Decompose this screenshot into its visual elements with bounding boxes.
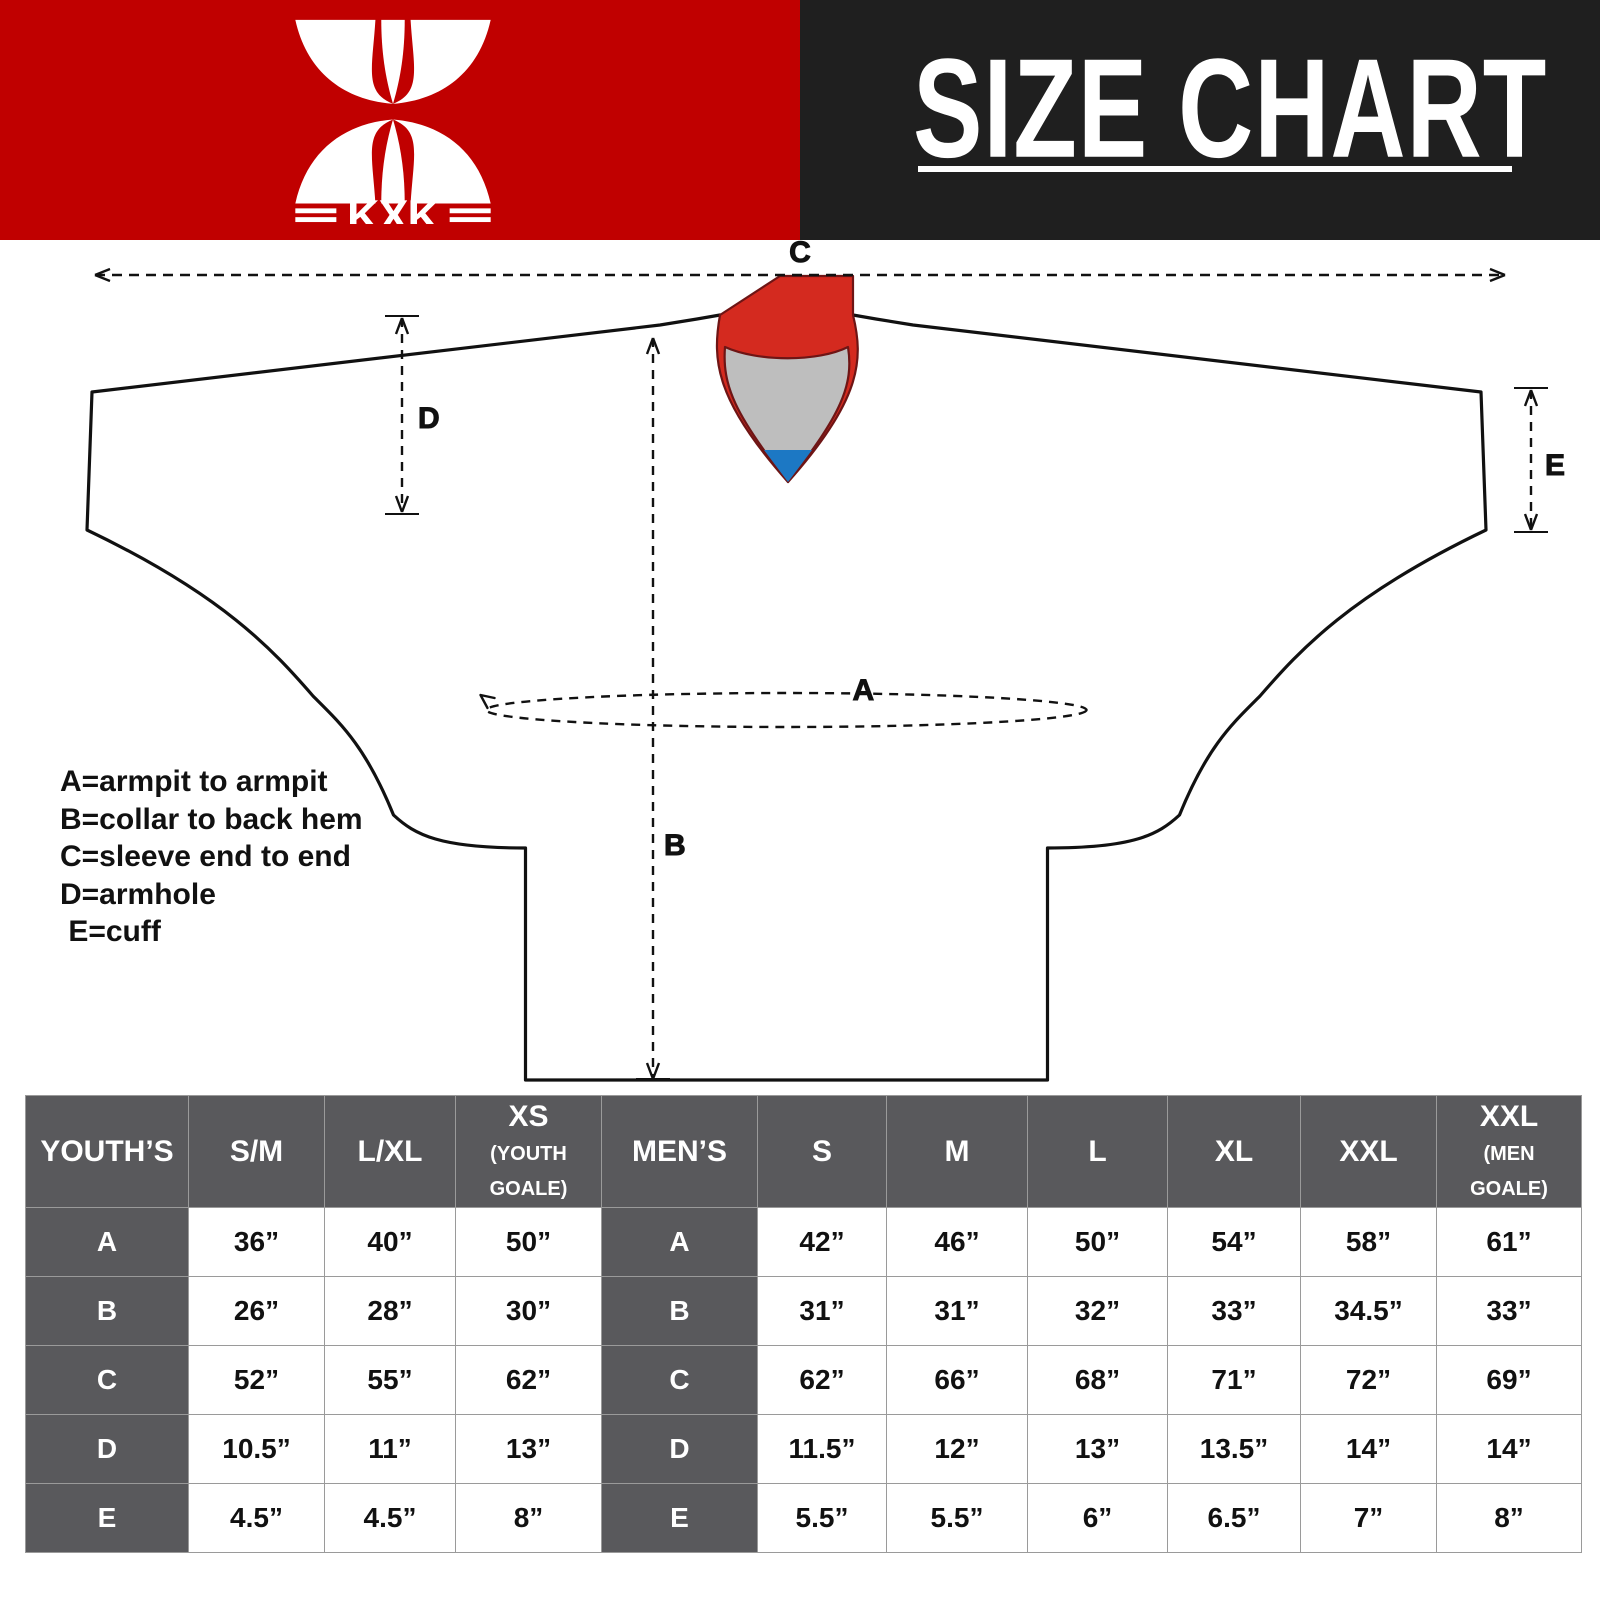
svg-text:C: C bbox=[789, 236, 811, 269]
svg-text:A: A bbox=[853, 674, 875, 707]
svg-text:D: D bbox=[418, 402, 440, 435]
svg-text:E: E bbox=[1545, 449, 1565, 482]
svg-text:B: B bbox=[664, 829, 686, 862]
